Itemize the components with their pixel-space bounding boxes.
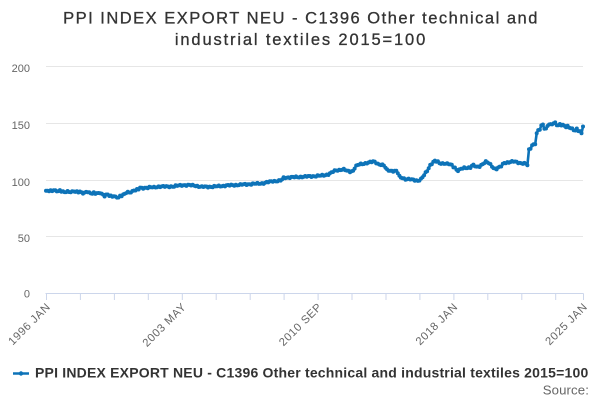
svg-text:PPI INDEX EXPORT NEU - C1396 O: PPI INDEX EXPORT NEU - C1396 Other techn… — [35, 365, 588, 381]
svg-text:200: 200 — [12, 63, 30, 75]
svg-text:50: 50 — [18, 233, 30, 245]
svg-text:PPI INDEX EXPORT NEU - C1396 O: PPI INDEX EXPORT NEU - C1396 Other techn… — [63, 10, 539, 28]
svg-text:industrial textiles 2015=100: industrial textiles 2015=100 — [175, 31, 427, 49]
svg-text:100: 100 — [12, 177, 30, 189]
svg-text:0: 0 — [24, 289, 30, 301]
svg-text:Source:: Source: — [543, 383, 589, 398]
svg-text:150: 150 — [12, 120, 30, 132]
